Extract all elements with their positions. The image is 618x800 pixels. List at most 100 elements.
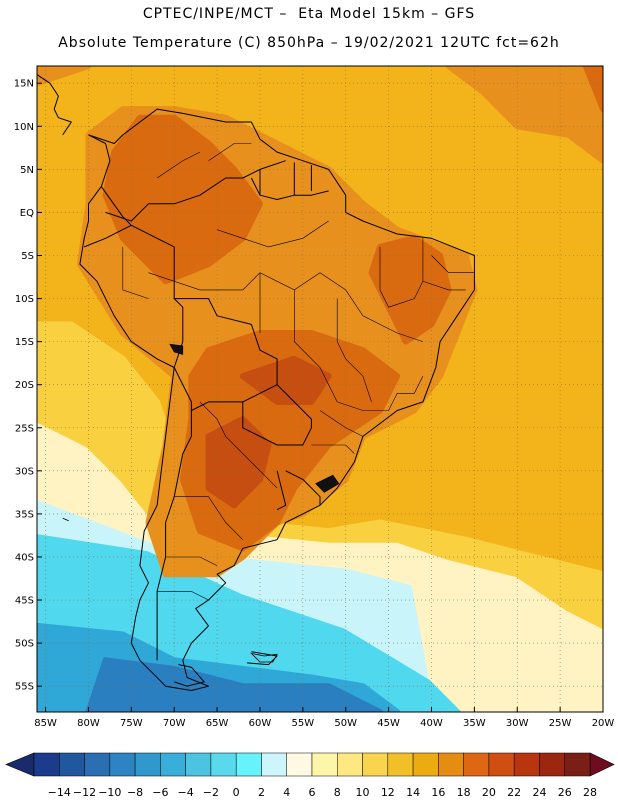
colorbar-max-arrow	[589, 752, 615, 777]
state-border	[156, 151, 201, 179]
state-border	[319, 410, 364, 437]
colorbar-swatch	[109, 752, 136, 777]
colorbar-label: 28	[583, 786, 597, 799]
colorbar-swatch	[59, 752, 85, 777]
longitude-labels: 85W 80W 75W 70W 65W 60W 55W 50W 45W 40W 35W 30W 25W 2…	[34, 707, 614, 729]
colorbar-label: 18	[457, 786, 471, 799]
state-border	[174, 496, 244, 540]
colorbar-label: 10	[356, 786, 370, 799]
lat-label: 10N	[14, 122, 34, 133]
state-border	[345, 289, 423, 342]
colorbar-label: 12	[381, 786, 395, 799]
colorbar-swatch	[463, 752, 490, 777]
lake	[169, 343, 184, 355]
colorbar-swatch	[387, 752, 414, 777]
colorbar-swatch	[286, 752, 313, 777]
colorbar-swatch	[438, 752, 464, 777]
lon-label: 35W	[463, 718, 486, 729]
country-border	[242, 384, 312, 446]
colorbar-swatch	[84, 752, 111, 777]
state-border	[431, 255, 475, 274]
colorbar-label: 14	[406, 786, 420, 799]
colorbar-label: 6	[309, 786, 316, 799]
map-title: CPTEC/INPE/MCT – Eta Model 15km – GFS	[142, 6, 476, 22]
state-border	[122, 246, 149, 299]
colorbar-swatch	[160, 752, 186, 777]
colorbar-min-arrow	[5, 752, 35, 777]
colorbar-legend: −14 −12 −10 −8 −6 −4 −2 0 2 4 6 8 10 12 14 16 18 20 22 24 26…	[5, 752, 615, 799]
colorbar-label: −4	[178, 786, 194, 799]
state-border	[311, 444, 355, 454]
region-atlantic-warm	[445, 66, 603, 164]
state-border	[199, 401, 278, 489]
colorbar-swatch	[488, 752, 515, 777]
lon-label: 60W	[249, 718, 272, 729]
lon-label: 85W	[34, 718, 57, 729]
colorbar-label: 4	[283, 786, 290, 799]
lat-label: 5N	[20, 165, 34, 176]
lat-label: EQ	[20, 208, 34, 219]
colorbar-swatch	[311, 752, 338, 777]
lat-label: 35S	[15, 509, 34, 520]
temperature-regions	[37, 66, 603, 712]
colorbar-swatch	[261, 752, 287, 777]
lon-label: 80W	[77, 718, 100, 729]
country-border	[276, 470, 287, 511]
country-border	[105, 160, 286, 222]
state-border	[217, 220, 329, 248]
lat-label: 55S	[15, 682, 34, 693]
state-border	[208, 143, 252, 161]
state-border	[336, 298, 372, 402]
colorbar-label: −8	[127, 786, 143, 799]
lon-label: 70W	[163, 718, 186, 729]
island	[62, 517, 69, 522]
region-cold-deep	[85, 657, 383, 712]
lat-label: 45S	[15, 596, 34, 607]
country-border	[37, 74, 72, 136]
colorbar-swatch	[235, 752, 262, 777]
lat-label: 5S	[21, 251, 34, 262]
country-border	[285, 470, 321, 506]
colorbar-swatch	[337, 752, 363, 777]
colorbar-label: 8	[334, 786, 341, 799]
colorbar-label: 16	[431, 786, 445, 799]
map-frame	[36, 65, 604, 713]
lat-label: 20S	[15, 380, 34, 391]
lat-label: 40S	[15, 552, 34, 563]
colorbar-swatch	[412, 752, 439, 777]
lat-label: 30S	[15, 466, 34, 477]
state-border	[157, 591, 209, 601]
colorbar-label: 0	[233, 786, 240, 799]
colorbar-label: −12	[73, 786, 96, 799]
lon-label: 25W	[549, 718, 572, 729]
colorbar-label: −10	[98, 786, 121, 799]
country-border	[250, 177, 261, 196]
colorbar-label: 20	[482, 786, 496, 799]
colorbar-label: 22	[507, 786, 521, 799]
colorbar-swatch	[539, 752, 565, 777]
lon-label: 75W	[120, 718, 143, 729]
region-caribbean-warm	[37, 66, 92, 87]
state-border	[379, 246, 424, 308]
island	[250, 652, 278, 663]
country-border	[79, 108, 475, 691]
colorbar-swatch	[210, 752, 237, 777]
lat-label: 15N	[14, 79, 34, 90]
lon-label: 30W	[506, 718, 529, 729]
colorbar-swatch	[134, 752, 161, 777]
colorbar-label: −2	[203, 786, 219, 799]
country-border	[247, 651, 278, 666]
colorbar-label: 2	[258, 786, 265, 799]
lon-label: 50W	[334, 718, 357, 729]
colorbar-label: 24	[532, 786, 546, 799]
lon-label: 20W	[592, 718, 615, 729]
lat-label: 25S	[15, 423, 34, 434]
lon-label: 45W	[377, 718, 400, 729]
lon-label: 40W	[420, 718, 443, 729]
country-border	[173, 298, 278, 411]
colorbar-swatch	[185, 752, 212, 777]
state-border	[422, 238, 466, 291]
lake	[315, 474, 340, 493]
state-border	[165, 556, 218, 566]
